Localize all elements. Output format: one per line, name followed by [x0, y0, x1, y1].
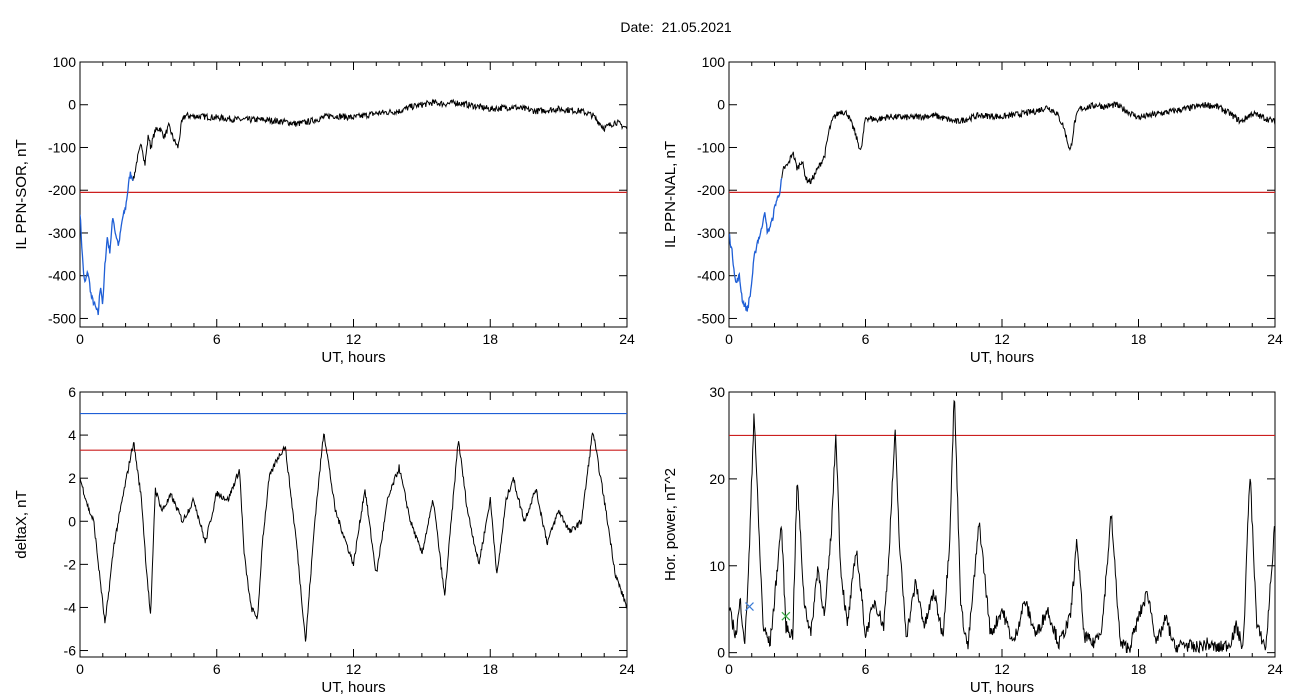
series-trace: [80, 432, 627, 642]
y-tick-label: -500: [48, 310, 76, 326]
x-tick-label: 0: [725, 661, 733, 677]
y-tick-label: -400: [48, 268, 76, 284]
chart-panel-1: 0 6 12 18 24 100 0 -100 -200 -300 -400 -500 UT, hour…: [13, 54, 635, 366]
y-axis-label: IL PPN-NAL, nT: [662, 141, 679, 248]
x-tick-label: 18: [482, 331, 498, 347]
x-tick-label: 12: [346, 331, 362, 347]
y-tick-label: 100: [702, 54, 726, 70]
y-tick-label: -300: [48, 225, 76, 241]
plot-frame: [728, 391, 1276, 658]
x-tick-label: 0: [76, 661, 84, 677]
cross-marker: [781, 611, 791, 621]
x-tick-label: 24: [1267, 331, 1283, 347]
y-tick-label: 0: [717, 97, 725, 113]
y-tick-label: 4: [68, 427, 76, 443]
x-tick-label: 18: [1131, 331, 1147, 347]
series-trace: [781, 100, 1275, 185]
cross-marker: [745, 602, 754, 612]
x-tick-label: 12: [994, 661, 1010, 677]
chart-panel-3: 0 6 12 18 24 6 4 2 0 -2 -4 -6 UT, hours deltaX, nT: [13, 384, 635, 696]
series-trace: [729, 399, 1275, 654]
plot-frame: [728, 61, 1276, 328]
y-tick-label: -6: [64, 643, 77, 659]
x-tick-label: 24: [619, 661, 635, 677]
x-tick-label: 6: [862, 331, 870, 347]
x-tick-label: 0: [725, 331, 733, 347]
y-tick-label: 100: [53, 54, 77, 70]
x-tick-label: 6: [213, 661, 221, 677]
chart-panel-4: 0 6 12 18 24 30 20 10 0 UT, hours Hor. power, nT^2: [662, 384, 1283, 696]
y-tick-label: 30: [709, 384, 725, 400]
y-tick-label: 2: [68, 470, 76, 486]
x-tick-label: 24: [619, 331, 635, 347]
x-axis-label: UT, hours: [970, 679, 1034, 696]
y-axis-label: Hor. power, nT^2: [662, 468, 679, 581]
y-tick-label: 0: [68, 97, 76, 113]
x-tick-label: 18: [482, 661, 498, 677]
x-axis-label: UT, hours: [970, 349, 1034, 366]
y-tick-label: -4: [64, 599, 77, 615]
y-axis-label: deltaX, nT: [13, 490, 30, 558]
y-tick-label: -100: [48, 139, 76, 155]
x-tick-label: 12: [346, 661, 362, 677]
y-tick-label: 0: [717, 645, 725, 661]
x-axis-label: UT, hours: [321, 679, 385, 696]
y-tick-label: 0: [68, 513, 76, 529]
y-tick-label: 20: [709, 471, 725, 487]
series-trace-highlight: [729, 177, 783, 312]
x-tick-label: 24: [1267, 661, 1283, 677]
chart-title: Date: 21.05.2021: [620, 19, 732, 35]
y-tick-label: -2: [64, 556, 77, 572]
x-tick-label: 12: [994, 331, 1010, 347]
series-trace-highlight: [80, 171, 134, 316]
x-tick-label: 18: [1131, 661, 1147, 677]
plot-frame: [79, 61, 628, 328]
y-tick-label: 6: [68, 384, 76, 400]
y-axis-label: IL PPN-SOR, nT: [13, 139, 30, 249]
y-tick-label: -500: [697, 310, 725, 326]
y-tick-label: -200: [48, 182, 76, 198]
x-tick-label: 0: [76, 331, 84, 347]
y-tick-label: 10: [709, 558, 725, 574]
x-tick-label: 6: [213, 331, 221, 347]
y-tick-label: -200: [697, 182, 725, 198]
y-tick-label: -400: [697, 268, 725, 284]
series-trace: [132, 98, 627, 181]
x-tick-label: 6: [862, 661, 870, 677]
chart-panel-2: 0 6 12 18 24 100 0 -100 -200 -300 -400 -500 UT, hour…: [662, 54, 1283, 366]
y-tick-label: -100: [697, 139, 725, 155]
plot-frame: [79, 391, 628, 658]
y-tick-label: -300: [697, 225, 725, 241]
x-axis-label: UT, hours: [321, 349, 385, 366]
